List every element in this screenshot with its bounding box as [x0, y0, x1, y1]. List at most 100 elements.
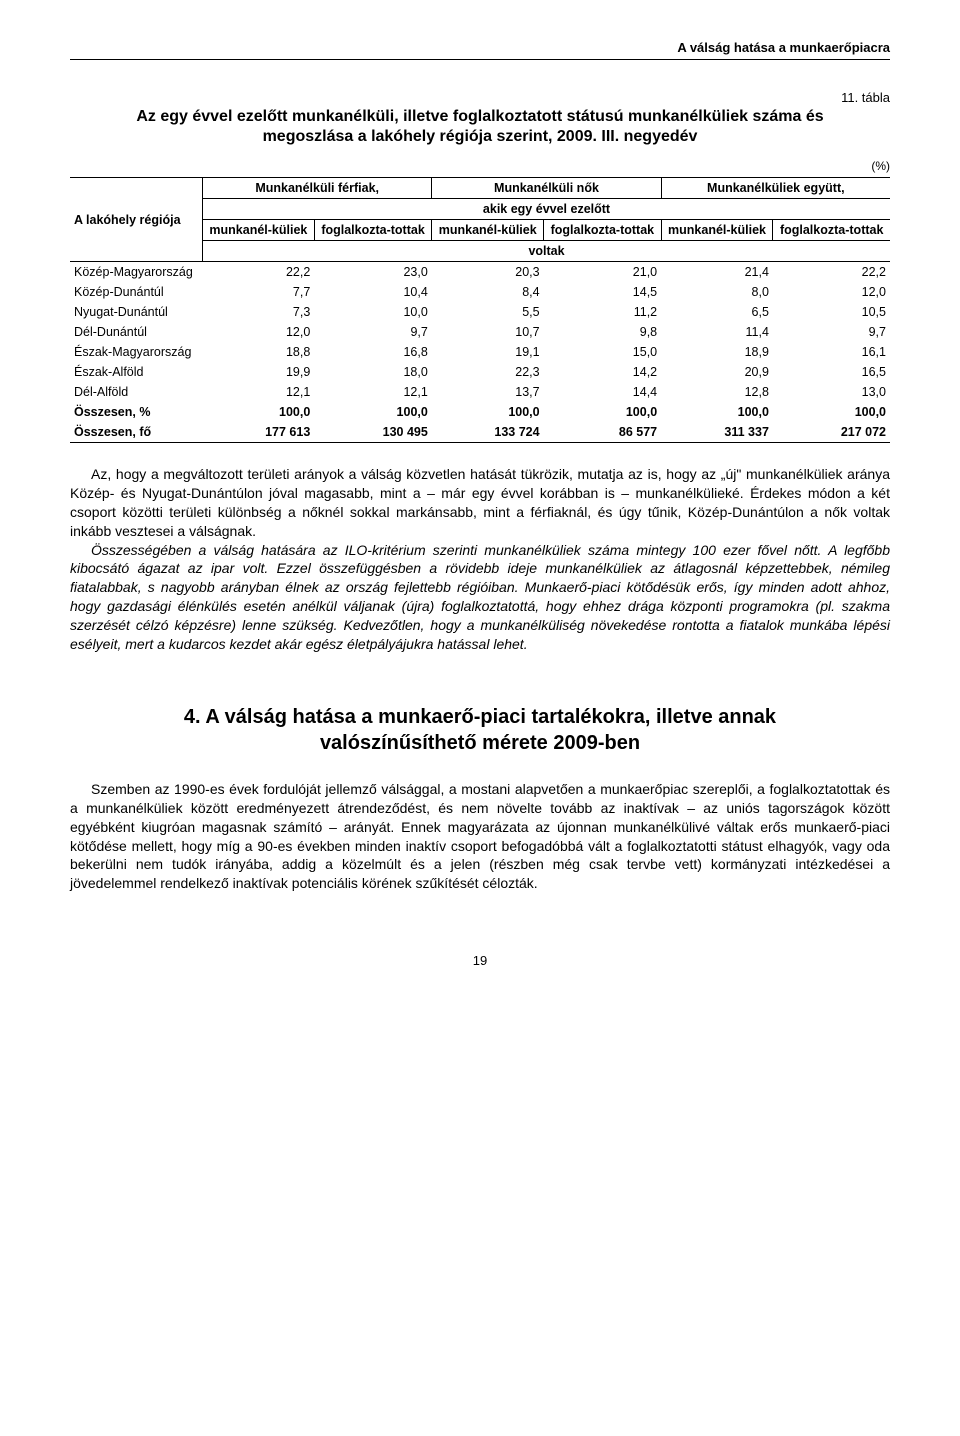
body-text-block-2: Szemben az 1990-es évek fordulóját jelle…: [70, 780, 890, 893]
hdr-ferfiak: Munkanélküli férfiak,: [203, 178, 432, 199]
value-cell: 100,0: [203, 402, 315, 422]
hdr-region: A lakóhely régiója: [70, 178, 203, 262]
value-cell: 12,1: [314, 382, 432, 402]
value-cell: 13,0: [773, 382, 890, 402]
value-cell: 9,7: [314, 322, 432, 342]
value-cell: 19,1: [432, 342, 544, 362]
region-cell: Összesen, %: [70, 402, 203, 422]
value-cell: 20,9: [661, 362, 773, 382]
running-head: A válság hatása a munkaerőpiacra: [70, 40, 890, 60]
region-cell: Észak-Alföld: [70, 362, 203, 382]
value-cell: 19,9: [203, 362, 315, 382]
value-cell: 14,2: [544, 362, 662, 382]
table-row-total-fo: Összesen, fő177 613130 495133 72486 5773…: [70, 422, 890, 443]
value-cell: 133 724: [432, 422, 544, 443]
value-cell: 16,5: [773, 362, 890, 382]
value-cell: 86 577: [544, 422, 662, 443]
value-cell: 15,0: [544, 342, 662, 362]
hdr-f3: foglalkozta-tottak: [773, 220, 890, 241]
region-cell: Nyugat-Dunántúl: [70, 302, 203, 322]
hdr-m2: munkanél-küliek: [432, 220, 544, 241]
table-row-total-pct: Összesen, %100,0100,0100,0100,0100,0100,…: [70, 402, 890, 422]
section-line-2: valószínűsíthető mérete 2009-ben: [320, 732, 640, 754]
value-cell: 10,5: [773, 302, 890, 322]
region-cell: Dél-Alföld: [70, 382, 203, 402]
title-line-2: megoszlása a lakóhely régiója szerint, 2…: [263, 128, 698, 145]
value-cell: 21,0: [544, 262, 662, 283]
title-line-1: Az egy évvel ezelőtt munkanélküli, illet…: [136, 108, 823, 125]
table-row: Közép-Dunántúl7,710,48,414,58,012,0: [70, 282, 890, 302]
value-cell: 13,7: [432, 382, 544, 402]
hdr-nok: Munkanélküli nők: [432, 178, 661, 199]
table-row: Dél-Alföld12,112,113,714,412,813,0: [70, 382, 890, 402]
table-body: Közép-Magyarország22,223,020,321,021,422…: [70, 262, 890, 443]
value-cell: 12,0: [203, 322, 315, 342]
value-cell: 8,0: [661, 282, 773, 302]
value-cell: 20,3: [432, 262, 544, 283]
table-title: Az egy évvel ezelőtt munkanélküli, illet…: [70, 107, 890, 147]
value-cell: 9,7: [773, 322, 890, 342]
value-cell: 130 495: [314, 422, 432, 443]
hdr-akik: akik egy évvel ezelőtt: [203, 199, 890, 220]
body-text-block-1: Az, hogy a megváltozott területi arányok…: [70, 465, 890, 654]
value-cell: 311 337: [661, 422, 773, 443]
value-cell: 11,4: [661, 322, 773, 342]
value-cell: 10,0: [314, 302, 432, 322]
value-cell: 9,8: [544, 322, 662, 342]
value-cell: 10,7: [432, 322, 544, 342]
value-cell: 22,2: [773, 262, 890, 283]
value-cell: 217 072: [773, 422, 890, 443]
section-heading: 4. A válság hatása a munkaerő-piaci tart…: [70, 704, 890, 756]
region-cell: Dél-Dunántúl: [70, 322, 203, 342]
value-cell: 100,0: [314, 402, 432, 422]
table-row: Észak-Alföld19,918,022,314,220,916,5: [70, 362, 890, 382]
table-row: Észak-Magyarország18,816,819,115,018,916…: [70, 342, 890, 362]
value-cell: 7,7: [203, 282, 315, 302]
value-cell: 12,0: [773, 282, 890, 302]
paragraph: Az, hogy a megváltozott területi arányok…: [70, 465, 890, 541]
value-cell: 7,3: [203, 302, 315, 322]
hdr-m3: munkanél-küliek: [661, 220, 773, 241]
value-cell: 177 613: [203, 422, 315, 443]
value-cell: 100,0: [773, 402, 890, 422]
value-cell: 18,9: [661, 342, 773, 362]
value-cell: 12,1: [203, 382, 315, 402]
value-cell: 23,0: [314, 262, 432, 283]
data-table: A lakóhely régiója Munkanélküli férfiak,…: [70, 177, 890, 443]
value-cell: 11,2: [544, 302, 662, 322]
value-cell: 18,0: [314, 362, 432, 382]
value-cell: 12,8: [661, 382, 773, 402]
hdr-egyutt: Munkanélküliek együtt,: [661, 178, 890, 199]
value-cell: 10,4: [314, 282, 432, 302]
table-row: Közép-Magyarország22,223,020,321,021,422…: [70, 262, 890, 283]
value-cell: 22,3: [432, 362, 544, 382]
hdr-m1: munkanél-küliek: [203, 220, 315, 241]
value-cell: 22,2: [203, 262, 315, 283]
table-row: Dél-Dunántúl12,09,710,79,811,49,7: [70, 322, 890, 342]
value-cell: 16,8: [314, 342, 432, 362]
value-cell: 14,5: [544, 282, 662, 302]
hdr-f1: foglalkozta-tottak: [314, 220, 432, 241]
value-cell: 8,4: [432, 282, 544, 302]
section-line-1: 4. A válság hatása a munkaerő-piaci tart…: [184, 706, 776, 728]
value-cell: 21,4: [661, 262, 773, 283]
value-cell: 14,4: [544, 382, 662, 402]
unit-label: (%): [70, 159, 890, 173]
region-cell: Összesen, fő: [70, 422, 203, 443]
paragraph-italic: Összességében a válság hatására az ILO-k…: [70, 541, 890, 654]
page-container: A válság hatása a munkaerőpiacra 11. táb…: [0, 0, 960, 1008]
table-header: A lakóhely régiója Munkanélküli férfiak,…: [70, 178, 890, 262]
paragraph: Szemben az 1990-es évek fordulóját jelle…: [70, 780, 890, 893]
value-cell: 100,0: [661, 402, 773, 422]
hdr-f2: foglalkozta-tottak: [544, 220, 662, 241]
region-cell: Közép-Magyarország: [70, 262, 203, 283]
value-cell: 5,5: [432, 302, 544, 322]
value-cell: 18,8: [203, 342, 315, 362]
region-cell: Észak-Magyarország: [70, 342, 203, 362]
value-cell: 6,5: [661, 302, 773, 322]
table-label: 11. tábla: [70, 90, 890, 105]
value-cell: 100,0: [544, 402, 662, 422]
value-cell: 100,0: [432, 402, 544, 422]
region-cell: Közép-Dunántúl: [70, 282, 203, 302]
hdr-voltak: voltak: [203, 241, 890, 262]
